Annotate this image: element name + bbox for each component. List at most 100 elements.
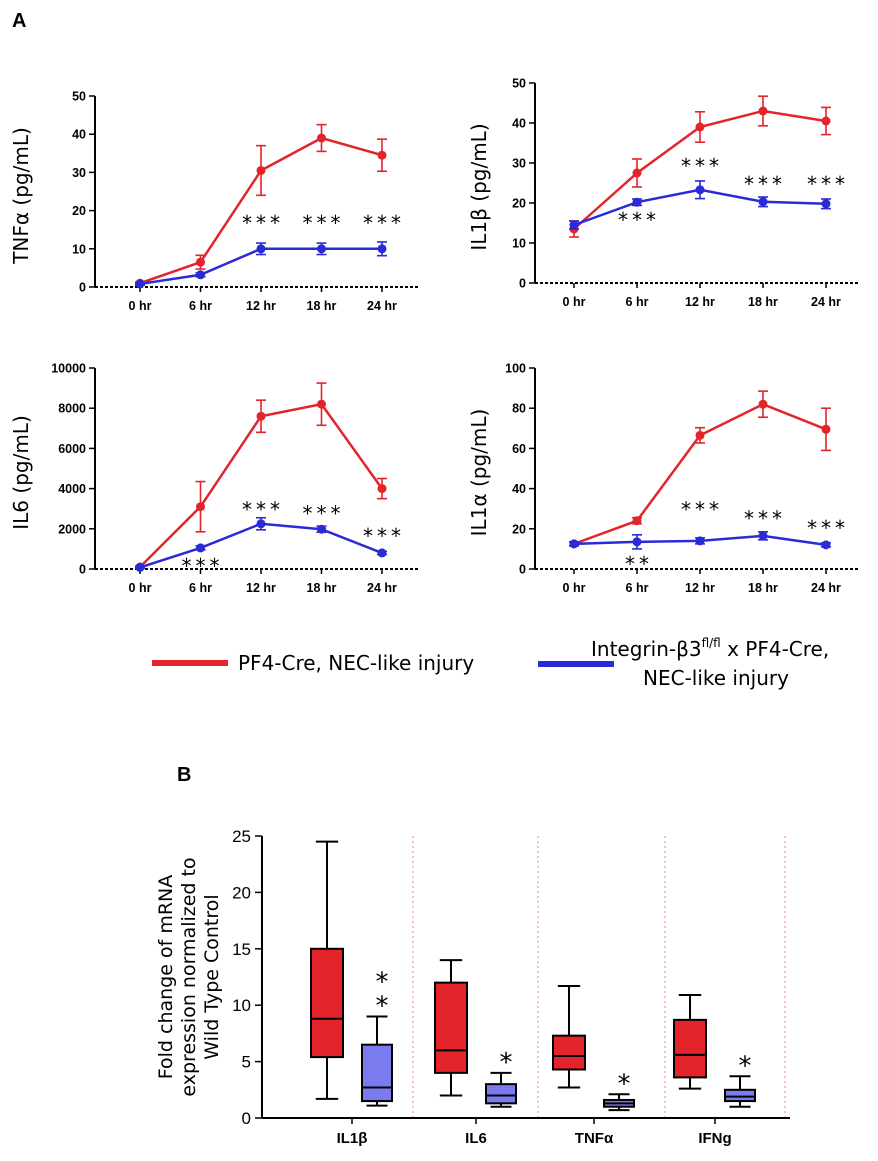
data-point-red — [196, 502, 205, 512]
legend-blue-label-main: Integrin-β3 — [591, 637, 702, 661]
box-blue-box — [724, 1088, 756, 1103]
x-tick-label: 18 hr — [307, 299, 337, 313]
panel-a-label: A — [12, 10, 26, 32]
significance-mark: *** — [744, 172, 786, 196]
x-tick-label: TNFα — [575, 1130, 614, 1147]
y-tick-label: 10 — [72, 242, 86, 256]
y-tick-label: 40 — [512, 117, 526, 131]
x-tick-label: 6 hr — [626, 581, 649, 595]
data-point-blue — [569, 220, 579, 230]
y-tick-label: 6000 — [58, 442, 86, 456]
y-tick-label: 20 — [512, 197, 526, 211]
data-point-blue — [758, 197, 768, 207]
box-red-box — [552, 1034, 586, 1071]
chart-il6: 0 2000 4000 6000 8000 10000 0 hr 6 hr 12 hr 18 hr… — [9, 362, 418, 595]
data-point-red — [632, 168, 642, 178]
y-tick-label: 0 — [242, 1109, 251, 1128]
data-point-blue — [256, 519, 266, 529]
data-point-blue — [377, 548, 387, 558]
x-tick-label: 12 hr — [685, 295, 715, 309]
data-point-blue — [196, 543, 205, 553]
data-point-red — [821, 424, 831, 434]
data-point-blue — [256, 244, 266, 254]
significance-mark: * — [500, 1048, 513, 1078]
y-tick-label: 10 — [512, 237, 526, 251]
significance-mark: * — [739, 1051, 752, 1081]
data-point-blue — [695, 536, 705, 546]
x-tick-label: 0 hr — [563, 581, 586, 595]
data-point-red — [377, 484, 387, 494]
significance-mark: *** — [807, 172, 849, 196]
x-tick-label: 18 hr — [748, 295, 778, 309]
y-tick-label: 20 — [232, 883, 251, 902]
legend: PF4-Cre, NEC-like injury Integrin-β3fl/f… — [152, 636, 829, 690]
data-point-blue — [196, 270, 205, 280]
significance-mark: *** — [363, 524, 405, 548]
significance-mark: * — [376, 967, 389, 997]
significance-mark: *** — [182, 554, 224, 578]
y-tick-label: 0 — [79, 281, 86, 295]
significance-mark: *** — [681, 498, 723, 522]
legend-blue-label: Integrin-β3fl/fl x PF4-Cre, — [591, 636, 829, 661]
y-tick-label: 5 — [242, 1053, 251, 1072]
significance-mark: *** — [618, 208, 660, 232]
x-tick-label: 0 hr — [129, 299, 152, 313]
box-blue-box — [485, 1083, 517, 1105]
x-tick-label: 12 hr — [246, 299, 276, 313]
box-red-box — [673, 1018, 707, 1079]
y-tick-label: 50 — [512, 77, 526, 91]
data-point-blue — [821, 540, 831, 550]
y-tick-label: 0 — [519, 277, 526, 291]
y-tick-label: 60 — [512, 442, 526, 456]
y-tick-label: 80 — [512, 402, 526, 416]
chart-mrna: 0 5 10 15 20 25 IL1β IL6 TNFα IFNg Fold change of … — [155, 827, 790, 1147]
y-axis-label: Wild Type Control — [201, 894, 223, 1059]
y-tick-label: 30 — [512, 157, 526, 171]
y-axis-label: IL1α (pg/mL) — [467, 409, 491, 537]
y-tick-label: 4000 — [58, 482, 86, 496]
x-tick-label: 12 hr — [246, 581, 276, 595]
data-point-red — [317, 133, 326, 143]
data-point-blue — [317, 244, 326, 254]
significance-mark: *** — [242, 498, 284, 522]
x-tick-label: IL1β — [337, 1130, 368, 1147]
data-point-blue — [135, 279, 145, 289]
x-tick-label: 6 hr — [189, 299, 212, 313]
y-axis-label: Fold change of mRNA — [155, 875, 177, 1080]
data-point-blue — [569, 539, 579, 549]
significance-mark: *** — [242, 211, 284, 235]
y-tick-label: 40 — [72, 128, 86, 142]
y-tick-label: 10 — [232, 996, 251, 1015]
y-tick-label: 20 — [72, 204, 86, 218]
box-red-box — [310, 947, 344, 1059]
y-tick-label: 40 — [512, 482, 526, 496]
data-point-red — [377, 150, 387, 160]
data-point-blue — [695, 185, 705, 195]
legend-red-label: PF4-Cre, NEC-like injury — [238, 651, 474, 675]
y-tick-label: 2000 — [58, 522, 86, 536]
x-tick-label: 6 hr — [626, 295, 649, 309]
x-tick-label: 0 hr — [563, 295, 586, 309]
data-point-blue — [317, 524, 326, 534]
y-axis-label: IL6 (pg/mL) — [9, 415, 33, 529]
x-tick-label: IL6 — [465, 1130, 487, 1147]
x-tick-label: 24 hr — [811, 581, 841, 595]
data-point-blue — [377, 244, 387, 254]
x-tick-label: 18 hr — [307, 581, 337, 595]
data-point-red — [758, 399, 768, 409]
significance-mark: * — [376, 991, 389, 1021]
significance-mark: * — [618, 1069, 631, 1099]
y-tick-label: 0 — [79, 563, 86, 577]
y-tick-label: 15 — [232, 940, 251, 959]
legend-blue-label-line2: NEC-like injury — [643, 666, 789, 690]
y-tick-label: 25 — [232, 827, 251, 846]
chart-il1a: 0 20 40 60 80 100 0 hr 6 hr 12 hr 18 hr 24 hr IL1α … — [467, 362, 858, 595]
y-tick-label: 10000 — [51, 362, 86, 376]
data-point-red — [196, 257, 205, 267]
data-point-red — [695, 122, 705, 132]
chart-tnfa: 0 10 20 30 40 50 0 hr 6 hr 12 hr 18 hr 24 hr TNFα (… — [9, 90, 418, 313]
significance-mark: *** — [303, 211, 345, 235]
y-axis-label: IL1β (pg/mL) — [467, 123, 491, 250]
significance-mark: *** — [744, 507, 786, 531]
series-line-red — [573, 402, 827, 546]
